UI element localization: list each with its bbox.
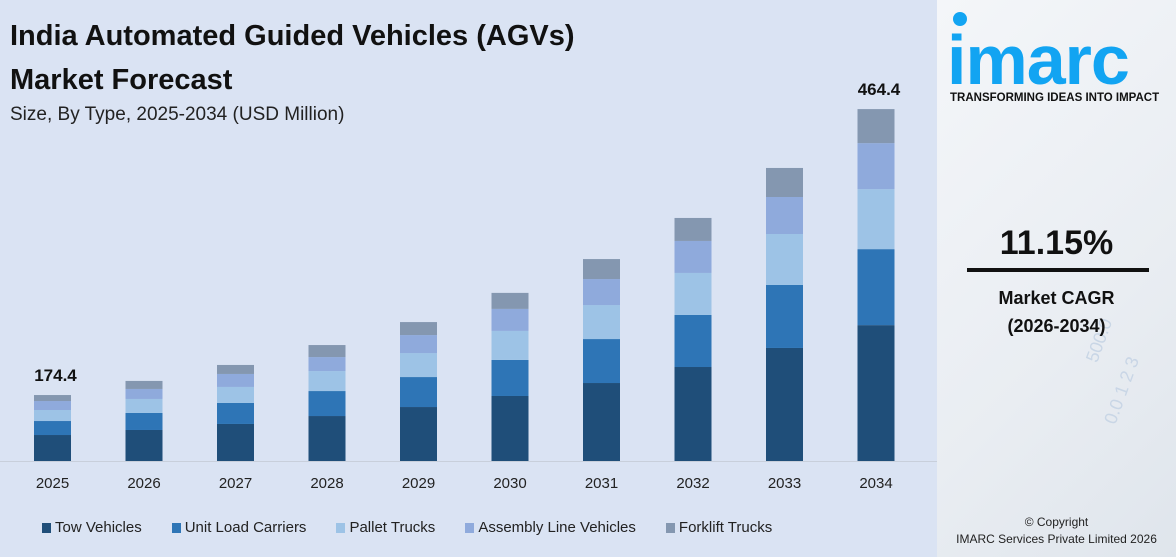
bar-segment-2033-tow-vehicles [766, 347, 803, 461]
decorative-background-text: 0.0 1 2 3 [1100, 353, 1143, 427]
bar-segment-2029-tow-vehicles [400, 407, 437, 461]
chart-subtitle: Size, By Type, 2025-2034 (USD Million) [10, 104, 345, 125]
page-title: India Automated Guided Vehicles (AGVs) Ma… [10, 14, 575, 102]
x-tick-label: 2030 [493, 475, 526, 492]
cagr-period: (2026-2034) [1007, 316, 1106, 336]
bar-segment-2026-tow-vehicles [125, 429, 163, 461]
cagr-label: Market CAGR (2026-2034) [937, 284, 1176, 340]
bar-segment-2029-pallet-trucks [400, 353, 437, 378]
legend-item: Forklift Trucks [665, 519, 773, 536]
bar-segment-2027-pallet-trucks [217, 386, 254, 403]
bar-segment-2030-forklift-trucks [491, 292, 529, 309]
copyright-line-2: IMARC Services Private Limited 2026 [956, 532, 1157, 546]
x-tick-label: 2026 [127, 475, 160, 492]
bar-segment-2032-tow-vehicles [674, 367, 712, 461]
bar-segment-2033-forklift-trucks [766, 167, 803, 197]
bar-segment-2025-tow-vehicles [34, 435, 71, 461]
bar-segment-2030-unit-load-carriers [491, 359, 529, 396]
imarc-logo: imarc [947, 21, 1130, 99]
legend-label: Unit Load Carriers [184, 519, 307, 536]
bar-segment-2032-assembly-line-vehicles [674, 240, 712, 273]
bar-segment-2027-tow-vehicles [217, 423, 254, 461]
data-label-total: 174.4 [34, 366, 77, 385]
legend-swatch [336, 522, 346, 533]
bar-segment-2034-pallet-trucks [857, 189, 895, 250]
bar-segment-2031-forklift-trucks [583, 259, 620, 280]
cagr-value: 11.15% [999, 224, 1114, 262]
x-tick-label: 2028 [310, 475, 343, 492]
legend-swatch [171, 522, 181, 533]
x-tick-label: 2032 [676, 475, 709, 492]
bar-segment-2030-pallet-trucks [491, 330, 529, 360]
bar-segment-2029-forklift-trucks [400, 322, 437, 336]
legend-item: Tow Vehicles [42, 519, 142, 536]
cagr-label-line-1: Market CAGR [998, 288, 1115, 308]
bar-segment-2032-unit-load-carriers [674, 314, 712, 368]
x-tick-label: 2031 [585, 475, 618, 492]
copyright: © Copyright IMARC Services Private Limite… [937, 514, 1176, 548]
divider [967, 268, 1149, 272]
x-tick-label: 2033 [768, 475, 801, 492]
bar-segment-2029-unit-load-carriers [400, 377, 437, 408]
bar-segment-2034-forklift-trucks [857, 109, 895, 144]
bar-segment-2026-assembly-line-vehicles [125, 388, 163, 399]
title-line-1: India Automated Guided Vehicles (AGVs) [10, 20, 575, 52]
bar-segment-2031-assembly-line-vehicles [583, 279, 620, 306]
bar-segment-2031-pallet-trucks [583, 305, 620, 340]
bar-segment-2025-unit-load-carriers [34, 421, 71, 436]
bar-segment-2030-assembly-line-vehicles [491, 308, 529, 331]
legend-swatch [42, 522, 51, 533]
legend-label: Forklift Trucks [678, 519, 773, 536]
bar-segment-2025-assembly-line-vehicles [34, 401, 71, 411]
chart-panel: India Automated Guided Vehicles (AGVs) Ma… [0, 14, 937, 536]
legend-label: Pallet Trucks [349, 519, 436, 536]
logo-tagline: TRANSFORMING IDEAS INTO IMPACT [950, 92, 1160, 104]
logo-dot [953, 12, 967, 26]
bar-segment-2033-pallet-trucks [766, 233, 803, 285]
bar-segment-2028-assembly-line-vehicles [308, 357, 346, 372]
legend-swatch [665, 522, 675, 533]
bar-segment-2028-forklift-trucks [308, 345, 346, 358]
x-tick-label: 2027 [219, 475, 252, 492]
x-tick-label: 2029 [402, 475, 435, 492]
bar-segment-2026-unit-load-carriers [125, 412, 163, 430]
bar-segment-2027-unit-load-carriers [217, 402, 254, 424]
bar-segment-2030-tow-vehicles [491, 395, 529, 461]
title-line-2: Market Forecast [10, 64, 233, 96]
legend: Tow Vehicles Unit Load Carriers Pallet Tru… [42, 519, 802, 536]
bar-segment-2028-unit-load-carriers [308, 391, 346, 417]
legend-swatch [465, 522, 475, 533]
bar-segment-2026-forklift-trucks [125, 380, 163, 389]
bar-segment-2034-unit-load-carriers [857, 249, 895, 326]
bar-segment-2029-assembly-line-vehicles [400, 335, 437, 354]
legend-label: Assembly Line Vehicles [478, 519, 636, 536]
bar-segment-2025-forklift-trucks [34, 395, 71, 402]
bar-segment-2031-unit-load-carriers [583, 339, 620, 384]
legend-label: Tow Vehicles [55, 519, 142, 536]
x-tick-label: 2034 [859, 475, 892, 492]
legend-item: Pallet Trucks [336, 519, 435, 536]
bar-segment-2027-assembly-line-vehicles [217, 373, 254, 387]
bar-segment-2032-pallet-trucks [674, 272, 712, 315]
bar-segment-2032-forklift-trucks [674, 217, 712, 241]
bar-segment-2034-assembly-line-vehicles [857, 143, 895, 190]
legend-item: Unit Load Carriers [171, 519, 307, 536]
legend-item: Assembly Line Vehicles [465, 519, 636, 536]
brand-panel: 500.0 0.0 1 2 3 imarc TRANSFORMING IDEAS… [937, 0, 1176, 557]
bar-segment-2031-tow-vehicles [583, 383, 620, 461]
x-tick-label: 2025 [36, 475, 69, 492]
bar-segment-2034-tow-vehicles [857, 325, 895, 461]
bar-segment-2028-pallet-trucks [308, 371, 346, 392]
data-label-total: 464.4 [858, 80, 901, 99]
bar-segment-2033-unit-load-carriers [766, 284, 803, 348]
bar-segment-2027-forklift-trucks [217, 364, 254, 374]
stacked-bar-chart: 2025 174.4 2026 2027 2028 2029 2030 2031 2032 203… [0, 80, 937, 492]
copyright-line-1: © Copyright [1024, 515, 1089, 529]
bar-segment-2028-tow-vehicles [308, 416, 346, 461]
bar-segment-2025-pallet-trucks [34, 410, 71, 422]
bar-segment-2026-pallet-trucks [125, 398, 163, 413]
bar-segment-2033-assembly-line-vehicles [766, 196, 803, 234]
